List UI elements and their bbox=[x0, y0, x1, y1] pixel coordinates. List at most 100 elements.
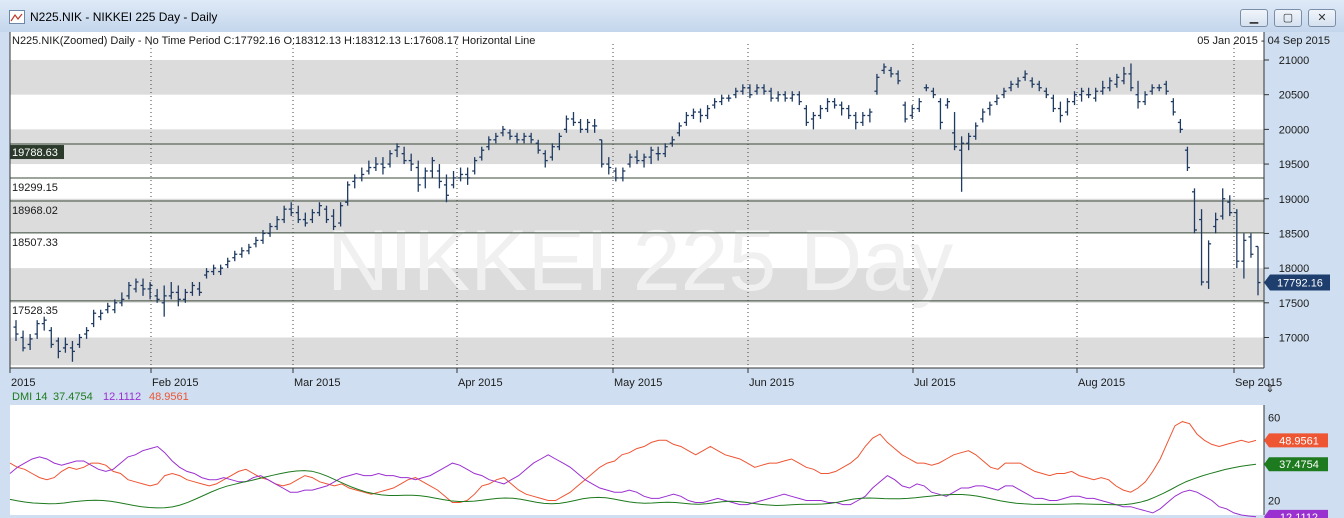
ohlc-bar bbox=[359, 167, 365, 182]
ohlc-bar bbox=[747, 84, 753, 99]
ohlc-bar bbox=[937, 98, 943, 130]
ohlc-bar bbox=[719, 94, 725, 106]
price-tick-label: 21000 bbox=[1279, 55, 1310, 67]
ohlc-bar bbox=[267, 223, 273, 237]
dmi-legend-value: 12.1112 bbox=[103, 391, 141, 403]
dmi-legend-value: 37.4754 bbox=[53, 391, 93, 403]
price-tick-label: 20000 bbox=[1279, 124, 1310, 136]
ohlc-bar bbox=[585, 118, 591, 133]
maximize-button[interactable]: ▢ bbox=[1274, 9, 1302, 27]
ohlc-bar bbox=[246, 243, 252, 255]
last-price-value: 17792.16 bbox=[1277, 278, 1323, 290]
chart-date-range: 05 Jan 2015 - 04 Sep 2015 bbox=[1197, 35, 1330, 47]
ohlc-bar bbox=[563, 115, 569, 133]
price-tick-label: 18000 bbox=[1279, 263, 1310, 275]
ohlc-bar bbox=[895, 70, 901, 85]
ohlc-bar bbox=[754, 84, 760, 95]
price-axis[interactable]: 21000 20500 20000 19500 19000 18500 18000 17500… bbox=[1264, 55, 1309, 345]
ohlc-bar bbox=[422, 167, 428, 189]
ohlc-bar bbox=[140, 278, 146, 296]
price-band bbox=[10, 198, 1264, 234]
date-tick-label: May 2015 bbox=[614, 377, 662, 389]
ohlc-bar bbox=[55, 337, 61, 359]
ohlc-bar bbox=[796, 91, 802, 106]
dmi-legend-value: 48.9561 bbox=[149, 391, 189, 403]
ohlc-bar bbox=[91, 309, 97, 328]
watermark: NIKKEI 225 Day bbox=[327, 213, 953, 309]
ohlc-bar bbox=[1114, 73, 1120, 88]
ohlc-bar bbox=[189, 282, 195, 296]
ohlc-bar bbox=[1213, 212, 1219, 234]
axis-scroll-icon[interactable]: ⇕ bbox=[1265, 383, 1274, 395]
ohlc-bar bbox=[959, 136, 965, 192]
ohlc-bar bbox=[1086, 87, 1092, 99]
ohlc-bar bbox=[479, 146, 485, 161]
date-tick-label: Sep 2015 bbox=[1235, 377, 1282, 389]
ohlc-bar bbox=[705, 105, 711, 119]
date-tick-label: Jul 2015 bbox=[914, 377, 956, 389]
dmi-last-value-tag bbox=[1264, 433, 1328, 448]
horizontal-lines[interactable]: 19788.63 19299.15 18968.02 18507.33 17528.35 bbox=[10, 143, 1264, 317]
ohlc-bar bbox=[669, 136, 675, 147]
ohlc-bar bbox=[13, 320, 19, 341]
ohlc-bar bbox=[726, 94, 732, 102]
ohlc-bar bbox=[147, 282, 153, 300]
ohlc-bar bbox=[98, 309, 104, 321]
ohlc-bar bbox=[211, 264, 217, 276]
ohlc-bar bbox=[429, 157, 435, 178]
ohlc-bar bbox=[380, 157, 386, 175]
ohlc-bar bbox=[987, 101, 993, 116]
price-tick-label: 18500 bbox=[1279, 228, 1310, 240]
ohlc-bar bbox=[888, 66, 894, 78]
ohlc-bar bbox=[549, 143, 555, 161]
ohlc-bar bbox=[1029, 77, 1035, 88]
ohlc-bar bbox=[161, 285, 167, 317]
price-bands bbox=[10, 60, 1264, 366]
ohlc-bar bbox=[923, 84, 929, 92]
ohlc-bar bbox=[1057, 101, 1063, 123]
ohlc-bar bbox=[204, 268, 210, 279]
ohlc-bar bbox=[1022, 70, 1028, 81]
date-tick-label: Aug 2015 bbox=[1078, 377, 1125, 389]
ohlc-bar bbox=[338, 202, 344, 227]
ohlc-bar bbox=[154, 288, 160, 303]
ohlc-bar bbox=[373, 157, 379, 171]
ohlc-bar bbox=[458, 167, 464, 182]
ohlc-bar bbox=[662, 143, 668, 158]
ohlc-bar bbox=[860, 112, 866, 126]
ohlc-bar bbox=[733, 87, 739, 99]
ohlc-bar bbox=[535, 139, 541, 154]
chart-header-info: N225.NIK(Zoomed) Daily - No Time Period … bbox=[12, 35, 535, 47]
ohlc-bar bbox=[839, 101, 845, 116]
price-band bbox=[10, 60, 1264, 95]
ohlc-bar bbox=[874, 73, 880, 95]
minimize-button[interactable]: ▁ bbox=[1240, 9, 1268, 27]
ohlc-bar bbox=[761, 84, 767, 95]
ohlc-bar bbox=[775, 91, 781, 102]
ohlc-bar bbox=[69, 340, 75, 362]
close-button[interactable]: ✕ bbox=[1308, 9, 1336, 27]
ohlc-bar bbox=[168, 282, 174, 300]
date-axis[interactable]: 2015 Feb 2015 Mar 2015 Apr 2015 May 2015 Jun … bbox=[9, 368, 1282, 389]
ohlc-bar bbox=[1072, 91, 1078, 106]
ohlc-bar bbox=[1163, 80, 1169, 95]
ohlc-bar bbox=[196, 282, 202, 296]
date-tick-label: 2015 bbox=[11, 377, 35, 389]
ohlc-bar bbox=[493, 132, 499, 144]
horizontal-line-label-bg bbox=[10, 145, 64, 160]
ohlc-bar bbox=[1008, 80, 1014, 92]
date-tick-label: Feb 2015 bbox=[152, 377, 198, 389]
ohlc-bar bbox=[175, 285, 181, 307]
ohlc-bar bbox=[683, 112, 689, 126]
ohlc-bar bbox=[1191, 188, 1197, 234]
date-tick-label: Jun 2015 bbox=[749, 377, 794, 389]
ohlc-bar bbox=[1156, 84, 1162, 92]
ohlc-bar bbox=[281, 205, 287, 224]
ohlc-bar bbox=[1079, 87, 1085, 102]
ohlc-bar bbox=[105, 302, 111, 314]
ohlc-bar bbox=[578, 118, 584, 133]
ohlc-bar bbox=[966, 132, 972, 151]
ohlc-bar bbox=[556, 132, 562, 151]
dmi-axis: 60 20 48.9561 37.4754 12.1112 bbox=[1264, 412, 1328, 518]
